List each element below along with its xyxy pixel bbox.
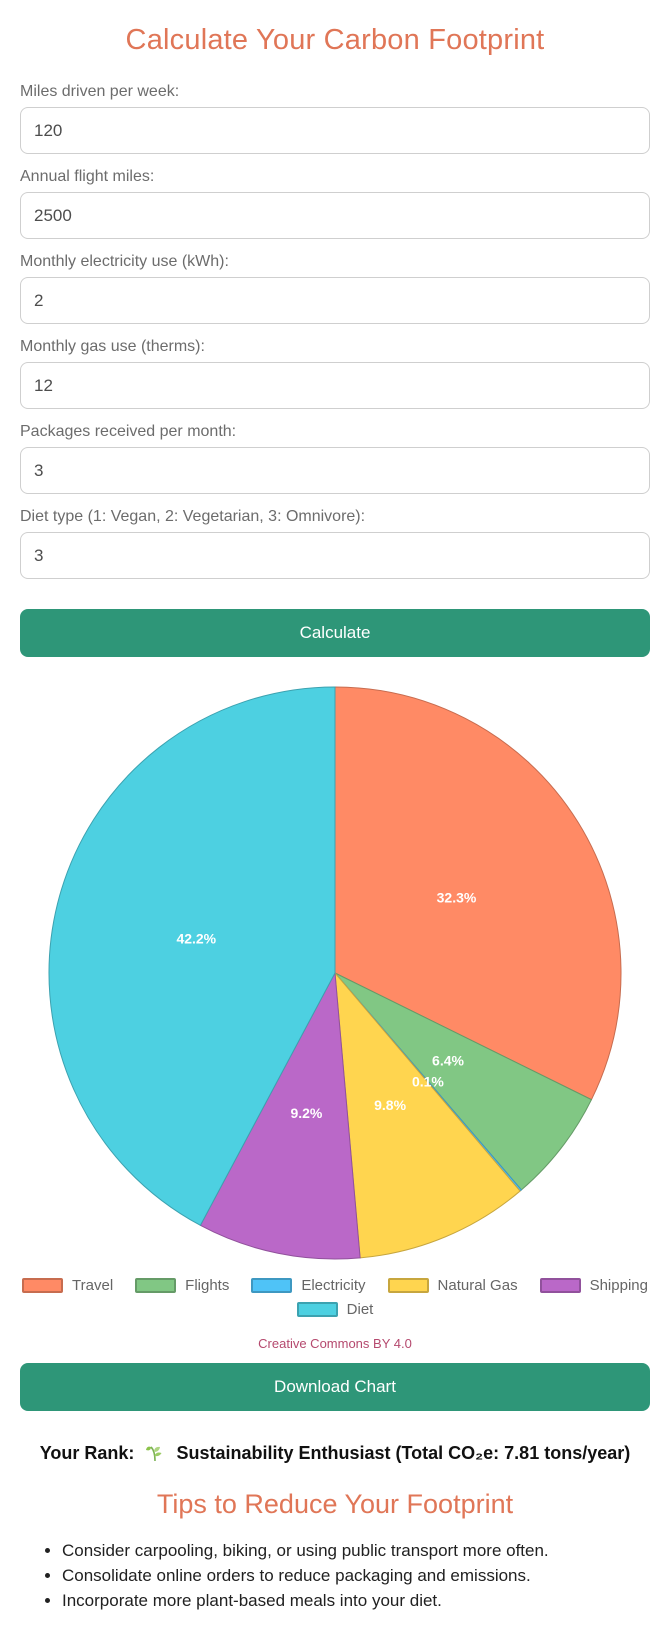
flight-miles-label: Annual flight miles: [20, 168, 155, 185]
diet-type-label: Diet type (1: Vegan, 2: Vegetarian, 3: O… [20, 508, 366, 525]
legend-swatch [539, 1278, 581, 1293]
legend-label: Travel [72, 1277, 114, 1294]
packages-label: Packages received per month: [20, 423, 237, 440]
electricity-use-label: Monthly electricity use (kWh): [20, 253, 229, 270]
gas-use-label: Monthly gas use (therms): [20, 338, 205, 355]
legend-item-electricity[interactable]: Electricity [251, 1277, 366, 1294]
pie-slice-shipping[interactable] [199, 971, 361, 1260]
page-title: Calculate Your Carbon Footprint [125, 24, 545, 56]
creative-commons-link[interactable]: Creative Commons BY 4.0 [258, 1336, 412, 1351]
legend-swatch [387, 1278, 429, 1293]
legend-item-shipping[interactable]: Shipping [539, 1277, 648, 1294]
legend-swatch [296, 1302, 338, 1317]
legend-label: Shipping [589, 1277, 648, 1294]
pie-slice-label: 32.3% [437, 890, 477, 906]
pie-slice-label: 6.4% [432, 1053, 464, 1069]
legend-swatch [251, 1278, 293, 1293]
carbon-pie-chart[interactable]: 32.3% 6.4% 0.1% 9.8% 9.2% 42.2% Travel Flights… [20, 683, 650, 1318]
calculate-button[interactable]: Calculate [20, 609, 650, 657]
field-flight-miles: Annual flight miles: [20, 168, 650, 239]
legend-item-natural-gas[interactable]: Natural Gas [387, 1277, 518, 1294]
tip-item: Incorporate more plant-based meals into … [62, 1588, 650, 1613]
field-packages: Packages received per month: [20, 423, 650, 494]
tip-item: Consolidate online orders to reduce pack… [62, 1563, 650, 1588]
diet-type-input[interactable] [20, 532, 650, 579]
legend-swatch [22, 1278, 64, 1293]
pie-slice-label: 9.8% [374, 1097, 406, 1113]
chart-legend: Travel Flights Electricity Natural Gas Shipp… [20, 1277, 650, 1318]
pie-slice-travel[interactable] [334, 686, 622, 1101]
rank-prefix: Your Rank: [39, 1443, 135, 1463]
pie-slice-label: 9.2% [290, 1105, 322, 1121]
miles-driven-label: Miles driven per week: [20, 83, 180, 100]
gas-use-input[interactable] [20, 362, 650, 409]
field-gas-use: Monthly gas use (therms): [20, 338, 650, 409]
field-diet-type: Diet type (1: Vegan, 2: Vegetarian, 3: O… [20, 508, 650, 579]
flight-miles-input[interactable] [20, 192, 650, 239]
pie-slice-label: 42.2% [176, 930, 216, 946]
field-miles-driven: Miles driven per week: [20, 83, 650, 154]
rank-line: Your Rank: Sustainability Enthusiast (To… [20, 1443, 650, 1467]
pie-slice-diet[interactable] [48, 686, 336, 1227]
legend-label: Flights [185, 1277, 230, 1294]
legend-label: Natural Gas [437, 1277, 518, 1294]
tips-list: Consider carpooling, biking, or using pu… [20, 1538, 650, 1613]
legend-item-flights[interactable]: Flights [135, 1277, 229, 1294]
pie-chart-canvas[interactable]: 32.3% 6.4% 0.1% 9.8% 9.2% 42.2% [20, 683, 650, 1263]
legend-swatch [135, 1278, 177, 1293]
legend-item-travel[interactable]: Travel [22, 1277, 113, 1294]
pie-slice-flights[interactable] [334, 972, 593, 1191]
tip-item: Consider carpooling, biking, or using pu… [62, 1538, 650, 1563]
electricity-use-input[interactable] [20, 277, 650, 324]
legend-item-diet[interactable]: Diet [296, 1301, 374, 1318]
pie-slice-natural-gas[interactable] [334, 971, 521, 1259]
legend-label: Electricity [301, 1277, 366, 1294]
tips-title: Tips to Reduce Your Footprint [156, 1489, 514, 1519]
herb-leaf-icon [145, 1444, 165, 1467]
pie-slice-label: 0.1% [412, 1074, 444, 1090]
legend-label: Diet [346, 1301, 374, 1318]
rank-text: Sustainability Enthusiast (Total CO₂e: 7… [176, 1443, 631, 1463]
miles-driven-input[interactable] [20, 107, 650, 154]
packages-input[interactable] [20, 447, 650, 494]
field-electricity-use: Monthly electricity use (kWh): [20, 253, 650, 324]
download-chart-button[interactable]: Download Chart [20, 1363, 650, 1411]
